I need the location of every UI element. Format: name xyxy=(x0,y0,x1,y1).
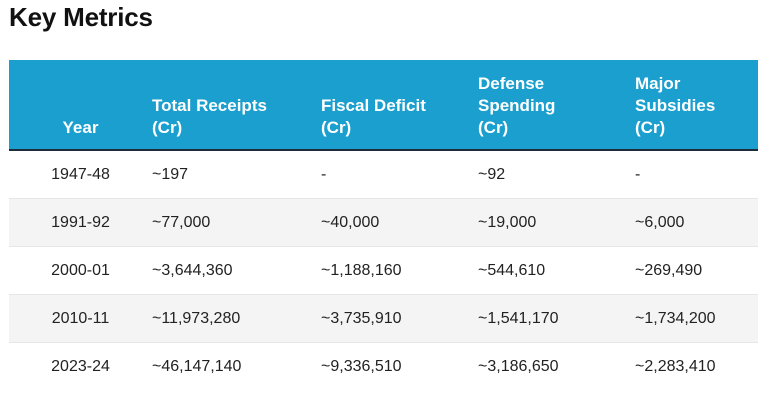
cell-defense-spending: ~544,610 xyxy=(478,246,635,295)
header-line: Year xyxy=(62,118,99,137)
cell-total-receipts: ~77,000 xyxy=(152,198,321,247)
cell-defense-spending: ~92 xyxy=(478,150,635,199)
cell-major-subsidies: ~269,490 xyxy=(635,246,758,295)
header-line: Spending xyxy=(478,96,556,115)
cell-fiscal-deficit: ~1,188,160 xyxy=(321,246,478,295)
header-line: Major xyxy=(635,74,681,93)
cell-major-subsidies: - xyxy=(635,150,758,199)
cell-fiscal-deficit: - xyxy=(321,150,478,199)
cell-year: 2000-01 xyxy=(9,246,152,295)
table-header-row: Year Total Receipts (Cr) Fiscal Deficit … xyxy=(9,60,758,151)
cell-fiscal-deficit: ~3,735,910 xyxy=(321,294,478,343)
header-line: Fiscal Deficit xyxy=(321,96,426,115)
cell-total-receipts: ~11,973,280 xyxy=(152,294,321,343)
cell-total-receipts: ~3,644,360 xyxy=(152,246,321,295)
cell-major-subsidies: ~1,734,200 xyxy=(635,294,758,343)
header-line: (Cr) xyxy=(478,118,509,137)
table-row: 1947-48 ~197 - ~92 - xyxy=(9,150,758,199)
header-line: Subsidies xyxy=(635,96,716,115)
cell-major-subsidies: ~6,000 xyxy=(635,198,758,247)
header-year: Year xyxy=(9,60,152,151)
table-row: 2023-24 ~46,147,140 ~9,336,510 ~3,186,65… xyxy=(9,343,758,391)
header-line: Total Receipts xyxy=(152,96,267,115)
header-line: (Cr) xyxy=(321,118,352,137)
cell-total-receipts: ~197 xyxy=(152,150,321,199)
page-title: Key Metrics xyxy=(9,2,153,32)
table-row: 2010-11 ~11,973,280 ~3,735,910 ~1,541,17… xyxy=(9,294,758,343)
cell-fiscal-deficit: ~40,000 xyxy=(321,198,478,247)
cell-year: 1947-48 xyxy=(9,150,152,199)
header-fiscal-deficit: Fiscal Deficit (Cr) xyxy=(321,60,478,151)
header-defense-spending: Defense Spending (Cr) xyxy=(478,60,635,151)
cell-defense-spending: ~3,186,650 xyxy=(478,357,559,375)
header-line: Defense xyxy=(478,74,545,93)
header-line: (Cr) xyxy=(152,118,183,137)
table-row: 2000-01 ~3,644,360 ~1,188,160 ~544,610 ~… xyxy=(9,246,758,295)
cell-year: 1991-92 xyxy=(9,198,152,247)
header-major-subsidies: Major Subsidies (Cr) xyxy=(635,60,758,151)
key-metrics-table: Year Total Receipts (Cr) Fiscal Deficit … xyxy=(9,60,758,390)
key-metrics-table-container: Year Total Receipts (Cr) Fiscal Deficit … xyxy=(9,60,758,390)
cell-defense-spending: ~19,000 xyxy=(478,198,635,247)
table-row: 1991-92 ~77,000 ~40,000 ~19,000 ~6,000 xyxy=(9,198,758,247)
cell-defense-spending: ~1,541,170 xyxy=(478,294,635,343)
cell-year: 2023-24 xyxy=(51,357,110,375)
cell-year: 2010-11 xyxy=(9,294,152,343)
header-total-receipts: Total Receipts (Cr) xyxy=(152,60,321,151)
header-line: (Cr) xyxy=(635,118,666,137)
cell-total-receipts: ~46,147,140 xyxy=(152,357,242,375)
cell-fiscal-deficit: ~9,336,510 xyxy=(321,357,402,375)
cell-major-subsidies: ~2,283,410 xyxy=(635,357,716,375)
